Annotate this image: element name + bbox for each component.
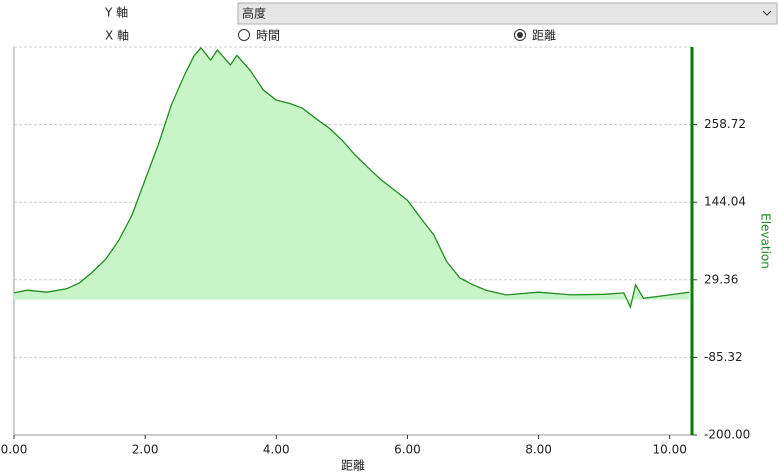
- x-tick-label: 2.00: [132, 443, 159, 457]
- x-tick-label: 6.00: [394, 443, 421, 457]
- radio-label: 時間: [256, 29, 280, 43]
- y2-tick-label: -85.32: [704, 350, 743, 364]
- y2-tick-label: 144.04: [704, 195, 746, 209]
- x-axis-label: X 軸: [105, 29, 129, 43]
- area-fill: [14, 47, 690, 308]
- x-tick-label: 0.00: [1, 443, 28, 457]
- x-axis-title: 距離: [341, 459, 365, 473]
- y2-axis-title: Elevation: [759, 213, 773, 269]
- y-axis-label: Y 軸: [104, 6, 128, 20]
- x-tick-label: 4.00: [263, 443, 290, 457]
- y-select[interactable]: [237, 2, 778, 25]
- y-select-value: 高度: [242, 6, 266, 21]
- radio-dot: [517, 32, 523, 38]
- radio-label: 距離: [532, 29, 556, 43]
- y2-tick-label: -200.00: [704, 428, 750, 442]
- line: [13, 46, 690, 310]
- dropdown-arrow: [762, 10, 772, 16]
- y2-tick-label: 29.36: [704, 272, 738, 286]
- radio-button[interactable]: [238, 29, 250, 41]
- x-tick-label: 10.00: [653, 443, 687, 457]
- x-tick-label: 8.00: [525, 443, 552, 457]
- y2-tick-label: 258.72: [704, 117, 746, 131]
